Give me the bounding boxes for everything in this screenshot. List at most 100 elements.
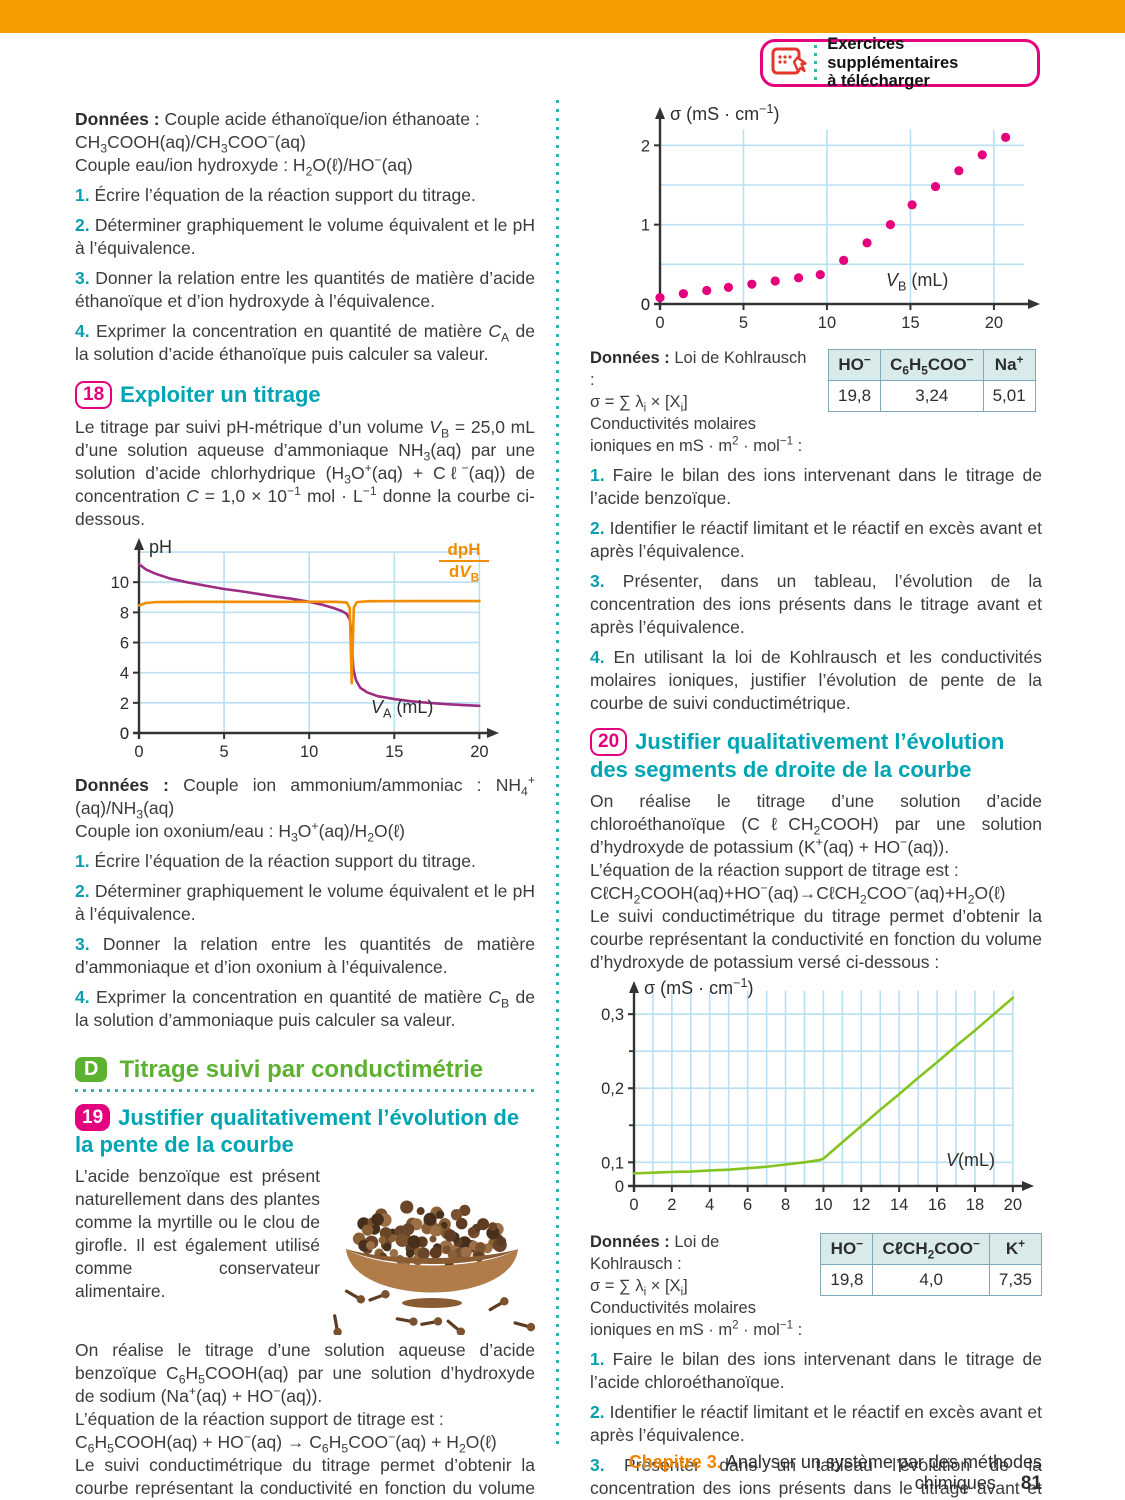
table1-header-ho: HO− — [827, 349, 882, 381]
exercise-19-para2: On réalise le titrage d’une solution aqu… — [75, 1340, 535, 1406]
badge-label: Exercices supplémentaires à télécharger — [827, 34, 959, 91]
conductivity-line-chart: 0 2 4 6 8 10 12 14 16 18 20 0,1 0,2 0,3 0 — [601, 981, 1034, 1214]
kohlrausch-data-1: Données : Loi de Kohlrausch : σ = ∑ λi ×… — [590, 347, 1042, 457]
svg-text:0,3: 0,3 — [601, 1006, 624, 1024]
table2-header-ho: HO− — [820, 1233, 874, 1265]
right-column: 0 5 10 15 20 0 1 2 0 σ (mS · cm−1) VB (mL) Donné… — [590, 100, 1043, 1500]
svg-text:2: 2 — [667, 1196, 676, 1214]
svg-text:0: 0 — [655, 314, 664, 332]
svg-text:2: 2 — [641, 137, 650, 155]
ionic-conductivity-table-1: HO− C6H5COO− Na+ 19,8 3,24 5,01 — [827, 349, 1036, 412]
svg-text:8: 8 — [120, 604, 129, 622]
donnees-17: Données : Couple acide éthanoïque/ion ét… — [75, 109, 480, 179]
tablet-touch-icon — [763, 44, 814, 82]
exercise-19-body: L’acide benzoïque est présent naturellem… — [75, 1165, 536, 1339]
svg-text:4: 4 — [705, 1196, 714, 1214]
exercise-18-title: Exploiter un titrage — [120, 382, 321, 407]
sigma-axis-label: σ (mS · cm−1) — [670, 102, 780, 124]
exercise-19-number-badge: 19 — [75, 1104, 111, 1131]
exercise-20-number-badge: 20 — [590, 728, 628, 756]
svg-text:0: 0 — [629, 1196, 638, 1214]
svg-text:0,2: 0,2 — [601, 1080, 624, 1098]
svg-text:12: 12 — [852, 1196, 870, 1214]
svg-text:6: 6 — [743, 1196, 752, 1214]
exercise-19-title: Justifier qualitativement l’évolution de… — [75, 1105, 520, 1157]
table2-value-chloroacetate: 4,0 — [872, 1264, 990, 1296]
download-exercises-badge[interactable]: Exercices supplémentaires à télécharger — [760, 35, 1040, 90]
svg-text:0: 0 — [120, 725, 129, 743]
left-column: Données : Couple acide éthanoïque/ion ét… — [75, 108, 536, 1500]
exercise-20-para2: L’équation de la réaction support de tit… — [590, 860, 959, 880]
table2-header-k: K+ — [988, 1233, 1043, 1265]
sigma-axis-label-2: σ (mS · cm−1) — [644, 976, 754, 998]
question-17-1: 1. Écrire l’équation de la réaction supp… — [75, 185, 476, 205]
question-19-4: 4. En utilisant la loi de Kohlrausch et … — [590, 647, 1042, 713]
exercise-18-intro: Le titrage par suivi pH-métrique d’un vo… — [75, 417, 536, 529]
exercise-18-number-badge: 18 — [75, 381, 113, 409]
svg-text:20: 20 — [985, 314, 1003, 332]
va-axis-label: VA (mL) — [371, 697, 434, 721]
svg-text:10: 10 — [814, 1196, 832, 1214]
question-17-2: 2. Déterminer graphiquement le volume éq… — [75, 215, 535, 258]
column-dotted-divider — [556, 100, 559, 1445]
table1-value-benzoate: 3,24 — [880, 380, 984, 412]
table2-value-ho: 19,8 — [820, 1264, 874, 1296]
question-18-2: 2. Déterminer graphiquement le volume éq… — [75, 881, 535, 924]
page-footer: Chapitre 3. Analyser un système par des … — [560, 1452, 1042, 1495]
chapter-title: Analyser un système par des méthodes chi… — [725, 1452, 1042, 1493]
v-axis-label: V(mL) — [946, 1150, 996, 1170]
ph-axis-label: pH — [149, 537, 173, 557]
svg-text:10: 10 — [300, 743, 318, 761]
table1-header-na: Na+ — [982, 349, 1036, 381]
svg-text:4: 4 — [120, 665, 129, 683]
svg-text:15: 15 — [901, 314, 919, 332]
svg-text:6: 6 — [120, 635, 129, 653]
question-19-1: 1. Faire le bilan des ions intervenant d… — [590, 465, 1042, 508]
question-20-3: 3. Présenter dans un tableau l’évolution… — [590, 1455, 1042, 1498]
svg-text:0: 0 — [615, 1178, 624, 1196]
exercise-20-equation: CℓCH2COOH(aq)+HO−(aq)→CℓCH2COO−(aq)+H2O(… — [590, 881, 1006, 907]
exercise-20-para3: Le suivi conductimétrique du titrage per… — [590, 906, 1042, 972]
badge-dotted-separator — [814, 45, 818, 81]
question-18-1: 1. Écrire l’équation de la réaction supp… — [75, 851, 476, 871]
sigma-scatter-chart-box: 0 5 10 15 20 0 1 2 0 σ (mS · cm−1) VB (mL) — [590, 102, 1042, 339]
question-18-3: 3. Donner la relation entre les quantité… — [75, 934, 535, 977]
svg-text:15: 15 — [385, 743, 403, 761]
svg-text:18: 18 — [966, 1196, 984, 1214]
chapter-label: Chapitre 3. — [628, 1452, 722, 1472]
svg-text:0: 0 — [641, 296, 650, 314]
table2-header-chloroacetate: CℓCH2COO− — [872, 1233, 990, 1265]
svg-text:20: 20 — [1004, 1196, 1022, 1214]
exercise-19-side-text: L’acide benzoïque est présent naturellem… — [75, 1166, 320, 1301]
svg-text:0,1: 0,1 — [601, 1154, 624, 1172]
exercise-19-para3: L’équation de la réaction support de tit… — [75, 1409, 444, 1429]
exercise-20-heading: 20 Justifier qualitativement l’évolution … — [590, 728, 1042, 783]
section-d-letter-badge: D — [75, 1057, 108, 1082]
section-d-heading: D Titrage suivi par conductimétrie — [75, 1056, 535, 1092]
page-number: 81 — [1020, 1473, 1042, 1494]
kohlrausch-text-1: Données : Loi de Kohlrausch : σ = ∑ λi ×… — [590, 349, 807, 455]
question-20-1: 1. Faire le bilan des ions intervenant d… — [590, 1349, 1042, 1392]
question-20-2: 2. Identifier le réactif limitant et le … — [590, 1402, 1042, 1445]
ph-chart-box: 0 5 10 15 20 0 2 4 6 8 10 0 pH VA (mL) dpH dVB — [75, 535, 535, 768]
svg-text:10: 10 — [818, 314, 836, 332]
table1-header-benzoate: C6H5COO− — [880, 349, 984, 381]
question-17-3: 3. Donner la relation entre les quantité… — [75, 268, 535, 311]
exercise-18-heading: 18 Exploiter un titrage — [75, 381, 535, 409]
table1-value-na: 5,01 — [982, 380, 1036, 412]
svg-text:20: 20 — [470, 743, 488, 761]
svg-text:16: 16 — [928, 1196, 946, 1214]
section-d-title: Titrage suivi par conductimétrie — [119, 1056, 484, 1083]
question-18-4: 4. Exprimer la concentration en quantité… — [75, 987, 535, 1030]
donnees-18: Données : Couple ion ammonium/ammoniac :… — [75, 773, 535, 845]
ionic-conductivity-table-2: HO− CℓCH2COO− K+ 19,8 4,0 7,35 — [820, 1233, 1043, 1296]
svg-text:0: 0 — [641, 296, 650, 314]
exercise-20-para1: On réalise le titrage d’une solution d’a… — [590, 791, 1042, 857]
svg-text:0: 0 — [134, 743, 143, 761]
question-19-2: 2. Identifier le réactif limitant et le … — [590, 518, 1042, 561]
svg-text:5: 5 — [220, 743, 229, 761]
svg-text:10: 10 — [111, 574, 129, 592]
